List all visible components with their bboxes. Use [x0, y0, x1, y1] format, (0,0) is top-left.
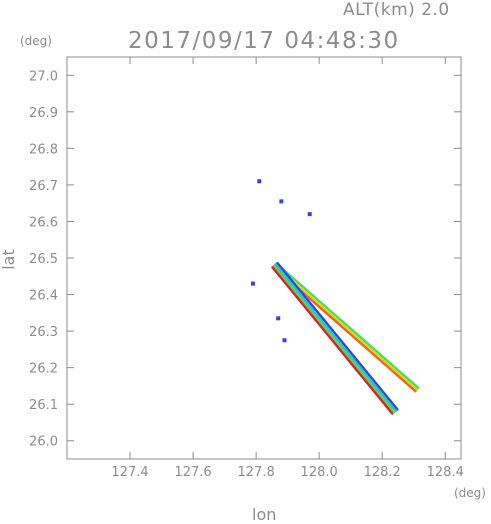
echo-cluster [257, 179, 262, 184]
y-tick-label: 26.8 [29, 142, 58, 157]
echo-cluster [250, 281, 255, 286]
timestamp-title: 2017/09/17 04:48:30 [128, 28, 400, 54]
x-tick-label: 127.4 [111, 465, 148, 480]
echo-cluster [282, 338, 287, 343]
y-axis-unit: (deg) [20, 34, 52, 48]
echo-cluster [279, 199, 284, 204]
echo-cluster [276, 316, 281, 321]
y-tick-label: 26.7 [29, 179, 58, 194]
echo-band-lower [276, 262, 399, 411]
y-tick-label: 26.2 [29, 362, 58, 377]
y-tick-label: 26.0 [29, 435, 58, 450]
echo-band-upper [275, 262, 420, 390]
y-tick-label: 26.1 [29, 398, 58, 413]
echo-band-upper [273, 264, 419, 391]
y-tick-label: 26.5 [29, 252, 58, 267]
x-axis-title: lon [252, 505, 277, 524]
echo-cluster [307, 212, 312, 217]
echo-band-lower [272, 264, 396, 414]
plot-frame [66, 56, 462, 460]
x-tick-label: 127.6 [174, 465, 211, 480]
y-tick-label: 26.3 [29, 325, 58, 340]
x-axis-unit: (deg) [454, 486, 486, 500]
y-tick-label: 26.9 [29, 106, 58, 121]
x-tick-label: 128.2 [364, 465, 401, 480]
y-tick-label: 26.4 [29, 289, 58, 304]
altitude-label: ALT(km) 2.0 [343, 0, 450, 20]
echo-band-lower [271, 266, 394, 415]
echo-band-lower [274, 263, 397, 412]
x-tick-label: 127.8 [238, 465, 275, 480]
y-tick-label: 26.6 [29, 215, 58, 230]
x-tick-label: 128.0 [301, 465, 338, 480]
y-tick-label: 27.0 [29, 69, 58, 84]
x-tick-label: 128.4 [427, 465, 464, 480]
